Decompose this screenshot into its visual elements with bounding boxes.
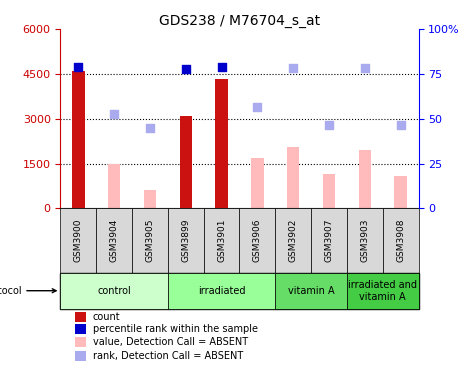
Text: irradiated and
vitamin A: irradiated and vitamin A: [348, 280, 417, 302]
Text: protocol: protocol: [0, 286, 56, 296]
FancyBboxPatch shape: [275, 273, 347, 309]
Text: GSM3899: GSM3899: [181, 219, 190, 262]
Bar: [179, 116, 192, 208]
Text: percentile rank within the sample: percentile rank within the sample: [93, 324, 258, 334]
Point: [326, 122, 333, 128]
Bar: [72, 71, 85, 208]
FancyBboxPatch shape: [347, 208, 383, 273]
Point: [289, 65, 297, 71]
Point: [254, 104, 261, 110]
FancyBboxPatch shape: [275, 208, 311, 273]
FancyBboxPatch shape: [347, 273, 418, 309]
Bar: [251, 158, 264, 208]
Bar: [108, 164, 120, 208]
Bar: [144, 190, 156, 208]
FancyBboxPatch shape: [132, 208, 168, 273]
Bar: [323, 174, 335, 208]
Text: GSM3906: GSM3906: [253, 219, 262, 262]
FancyBboxPatch shape: [168, 208, 204, 273]
Bar: [75, 351, 86, 361]
Point: [218, 64, 225, 70]
Text: GSM3903: GSM3903: [360, 219, 369, 262]
Text: value, Detection Call = ABSENT: value, Detection Call = ABSENT: [93, 337, 248, 347]
Text: rank, Detection Call = ABSENT: rank, Detection Call = ABSENT: [93, 351, 243, 361]
Bar: [75, 324, 86, 334]
Text: GSM3902: GSM3902: [289, 219, 298, 262]
FancyBboxPatch shape: [311, 208, 347, 273]
Bar: [394, 176, 407, 208]
Bar: [287, 147, 299, 208]
Text: GSM3904: GSM3904: [110, 219, 119, 262]
Point: [397, 122, 405, 128]
Bar: [359, 150, 371, 208]
Text: control: control: [97, 286, 131, 296]
Bar: [215, 79, 228, 208]
Point: [111, 111, 118, 117]
FancyBboxPatch shape: [60, 208, 96, 273]
Point: [146, 125, 153, 131]
Text: GSM3901: GSM3901: [217, 219, 226, 262]
FancyBboxPatch shape: [60, 273, 168, 309]
Bar: [75, 337, 86, 347]
Text: count: count: [93, 312, 120, 322]
FancyBboxPatch shape: [383, 208, 418, 273]
Point: [361, 65, 368, 71]
Point: [182, 66, 190, 72]
FancyBboxPatch shape: [168, 273, 275, 309]
Bar: [75, 312, 86, 321]
FancyBboxPatch shape: [204, 208, 239, 273]
Text: GSM3908: GSM3908: [396, 219, 405, 262]
Text: GSM3907: GSM3907: [325, 219, 333, 262]
FancyBboxPatch shape: [96, 208, 132, 273]
Point: [74, 64, 82, 70]
Text: GSM3905: GSM3905: [146, 219, 154, 262]
Title: GDS238 / M76704_s_at: GDS238 / M76704_s_at: [159, 14, 320, 28]
Text: vitamin A: vitamin A: [288, 286, 334, 296]
Text: GSM3900: GSM3900: [74, 219, 83, 262]
FancyBboxPatch shape: [239, 208, 275, 273]
Text: irradiated: irradiated: [198, 286, 246, 296]
